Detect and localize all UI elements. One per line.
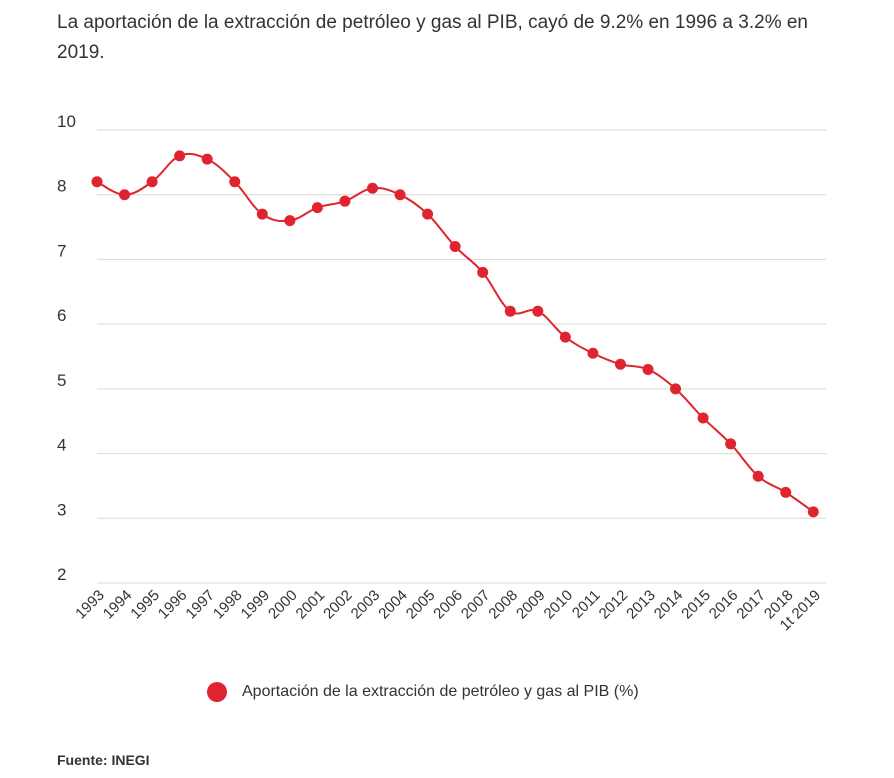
x-tick-label: 2009 (513, 587, 549, 623)
x-tick-label: 2008 (485, 587, 521, 623)
x-tick-label: 1998 (210, 587, 246, 623)
data-point[interactable] (394, 189, 406, 201)
x-tick-label: 1996 (155, 587, 191, 623)
data-point[interactable] (559, 331, 571, 343)
data-point[interactable] (780, 486, 792, 498)
y-tick-label: 4 (57, 436, 66, 455)
x-tick-label: 2013 (623, 587, 659, 623)
data-point[interactable] (670, 383, 682, 395)
y-tick-label: 10 (57, 112, 76, 131)
data-point[interactable] (311, 202, 323, 214)
data-point[interactable] (807, 506, 819, 518)
y-tick-label: 3 (57, 500, 66, 519)
series-line (96, 152, 814, 513)
data-point[interactable] (449, 240, 461, 252)
x-tick-label: 2003 (348, 587, 384, 623)
y-tick-label: 8 (57, 177, 66, 196)
chart-title: La aportación de la extracción de petról… (57, 12, 809, 63)
data-point[interactable] (614, 358, 626, 370)
data-point[interactable] (752, 470, 764, 482)
y-tick-label: 5 (57, 371, 66, 390)
data-point[interactable] (229, 176, 241, 188)
data-point[interactable] (339, 195, 351, 207)
data-point[interactable] (201, 153, 213, 165)
x-tick-label: 2002 (320, 587, 356, 623)
data-point[interactable] (91, 176, 103, 188)
x-tick-label: 2014 (651, 587, 687, 623)
x-tick-label: 2004 (375, 587, 411, 623)
x-tick-label: 1994 (100, 587, 136, 623)
legend-label: Aportación de la extracción de petróleo … (242, 683, 639, 700)
x-tick-label: 2000 (265, 587, 301, 623)
data-point[interactable] (642, 363, 654, 375)
x-tick-label: 2006 (430, 587, 466, 623)
legend-marker-dot (207, 682, 227, 702)
series-line-group (96, 152, 814, 513)
data-points (91, 150, 819, 518)
x-tick-label: 2015 (678, 587, 714, 623)
source-note: Fuente: INEGI (57, 752, 150, 768)
data-point[interactable] (146, 176, 158, 188)
x-tick-label: 1995 (127, 587, 163, 623)
data-point[interactable] (504, 305, 516, 317)
y-axis-ticks: 10 8 7 6 5 4 3 2 (57, 112, 76, 584)
x-tick-label: 2012 (596, 587, 632, 623)
data-point[interactable] (174, 150, 186, 162)
x-tick-label: 2017 (733, 587, 769, 623)
data-point[interactable] (256, 208, 268, 220)
data-point[interactable] (725, 438, 737, 450)
y-tick-label: 7 (57, 241, 66, 260)
x-tick-label: 2016 (706, 587, 742, 623)
x-tick-label: 1999 (238, 587, 274, 623)
data-point[interactable] (477, 266, 489, 278)
gridlines (97, 129, 826, 584)
y-tick-label: 6 (57, 306, 66, 325)
x-tick-label: 2007 (458, 587, 494, 623)
x-tick-label: 1997 (182, 587, 218, 623)
data-point[interactable] (422, 208, 434, 220)
data-point[interactable] (367, 182, 378, 194)
data-point[interactable] (697, 412, 709, 424)
x-tick-label: 1993 (72, 587, 108, 623)
x-tick-label: 2001 (293, 587, 329, 623)
data-point[interactable] (119, 189, 131, 201)
legend[interactable]: Aportación de la extracción de petróleo … (207, 682, 639, 702)
x-axis-ticks: 1993199419951996199719981999200020012002… (72, 587, 824, 634)
x-tick-label: 2011 (569, 587, 604, 622)
x-tick-label: 2005 (403, 587, 439, 623)
x-tick-label: 2010 (541, 587, 577, 623)
data-point[interactable] (284, 215, 296, 227)
data-point[interactable] (532, 305, 544, 317)
data-point[interactable] (587, 347, 599, 359)
y-tick-label: 2 (57, 565, 66, 584)
